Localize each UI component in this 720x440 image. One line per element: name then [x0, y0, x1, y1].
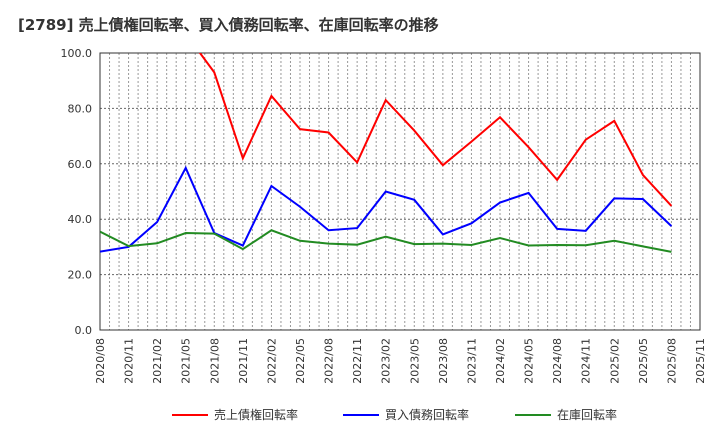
plot-frame: [99, 52, 701, 331]
x-tick-label: 2021/05: [180, 338, 193, 384]
y-tick-label: 20.0: [68, 269, 93, 282]
x-tick-label: 2022/11: [351, 338, 364, 384]
x-tick-label: 2024/02: [494, 338, 507, 384]
x-tick-label: 2023/08: [437, 338, 450, 384]
x-tick-label: 2021/11: [237, 338, 250, 384]
x-tick-label: 2020/08: [94, 338, 107, 384]
legend-label: 買入債務回転率: [385, 407, 469, 422]
x-tick-label: 2021/02: [151, 338, 164, 384]
x-tick-label: 2022/08: [323, 338, 336, 384]
x-tick-label: 2025/11: [694, 338, 707, 384]
y-tick-label: 80.0: [68, 102, 93, 115]
x-tick-label: 2024/11: [580, 338, 593, 384]
legend-label: 売上債権回転率: [214, 407, 298, 422]
x-tick-label: 2025/05: [637, 338, 650, 384]
series-line-1: [198, 53, 673, 207]
x-tick-label: 2023/02: [380, 338, 393, 384]
chart-title: [2789] 売上債権回転率、買入債務回転率、在庫回転率の推移: [18, 16, 439, 34]
x-tick-label: 2021/08: [208, 338, 221, 384]
x-tick-label: 2023/11: [465, 338, 478, 384]
y-tick-label: 40.0: [68, 213, 93, 226]
x-tick-label: 2024/08: [551, 338, 564, 384]
x-tick-label: 2025/08: [665, 338, 678, 384]
y-tick-label: 0.0: [75, 324, 93, 337]
x-tick-label: 2022/02: [265, 338, 278, 384]
x-tick-label: 2025/02: [608, 338, 621, 384]
legend-label: 在庫回転率: [557, 407, 617, 422]
x-tick-label: 2020/11: [123, 338, 136, 384]
y-tick-label: 100.0: [61, 47, 93, 60]
x-tick-label: 2023/05: [408, 338, 421, 384]
x-tick-label: 2024/05: [523, 338, 536, 384]
x-tick-label: 2022/05: [294, 338, 307, 384]
y-tick-label: 60.0: [68, 158, 93, 171]
